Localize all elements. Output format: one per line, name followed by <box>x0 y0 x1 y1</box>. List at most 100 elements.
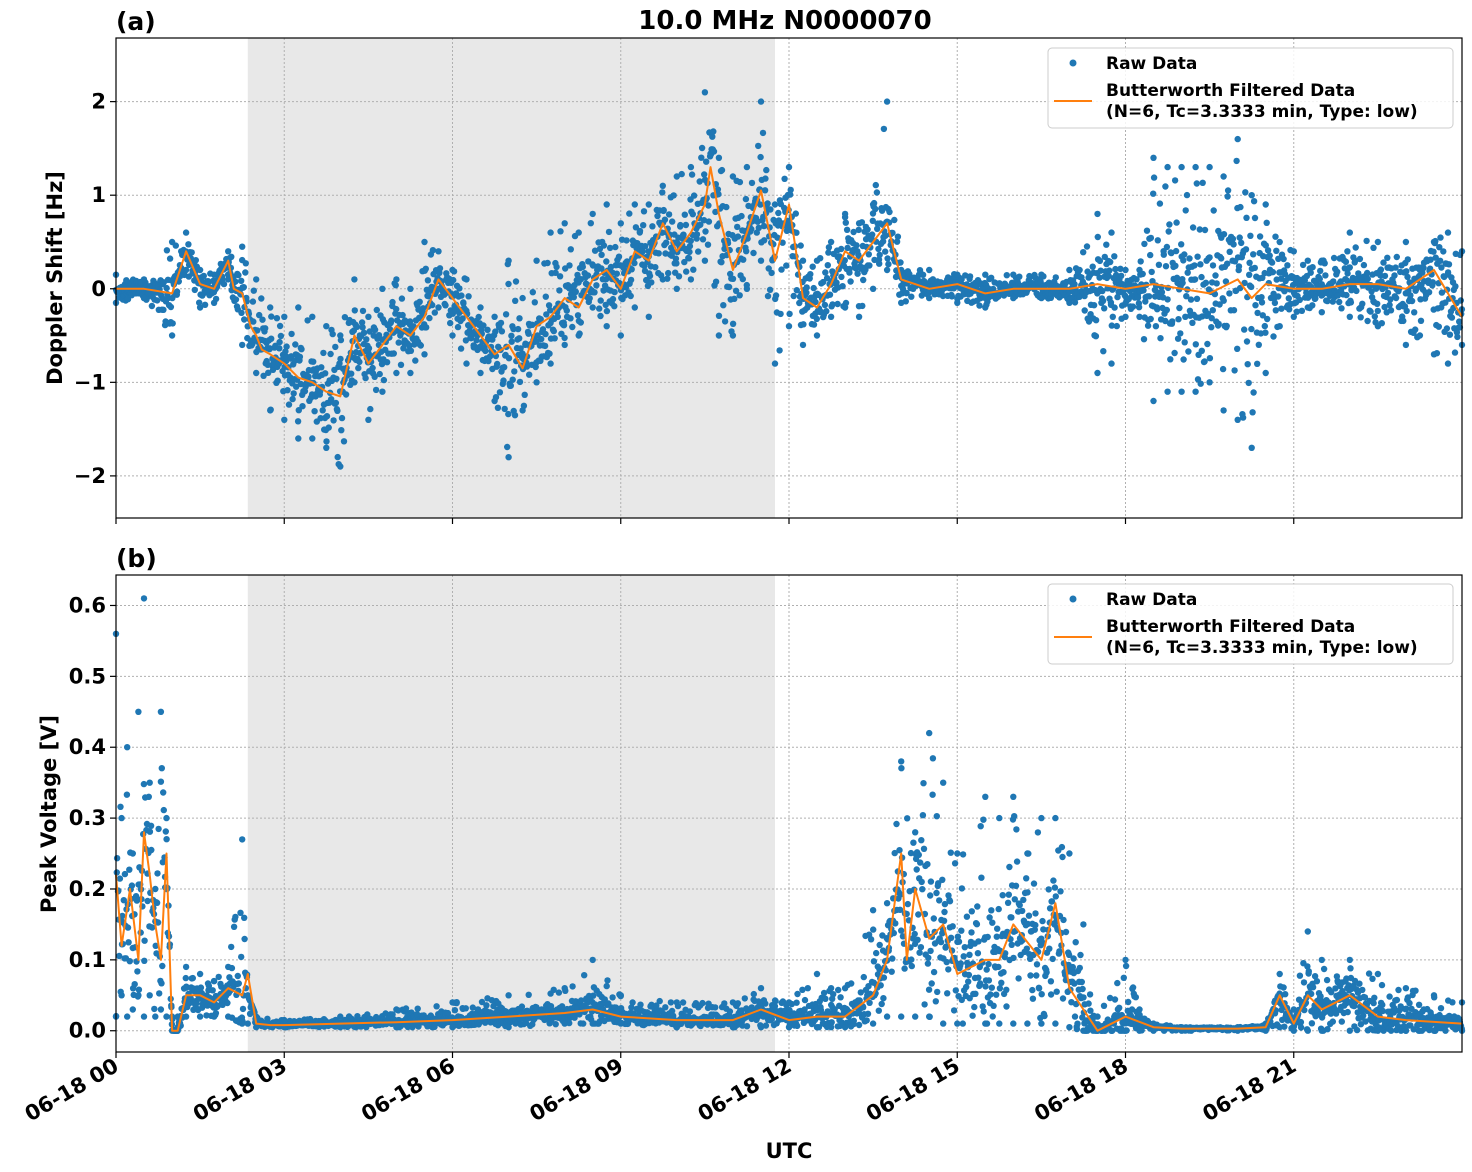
pb-raw-point <box>1004 899 1012 906</box>
pa-raw-point <box>337 355 344 363</box>
pb-raw-point <box>237 909 244 916</box>
pb-raw-point <box>867 936 875 943</box>
pb-raw-point <box>828 1019 835 1026</box>
pa-raw-point <box>1258 294 1265 301</box>
pa-raw-point <box>1193 295 1201 302</box>
pa-raw-point <box>205 279 212 286</box>
pa-raw-point <box>718 166 726 174</box>
pa-raw-point-min <box>603 323 610 330</box>
pa-raw-point <box>399 311 406 319</box>
pa-raw-point <box>988 274 995 281</box>
pa-raw-point <box>366 328 373 335</box>
pa-raw-point <box>299 403 306 410</box>
pb-raw-point <box>431 1023 438 1031</box>
pb-raw-point <box>950 1007 958 1014</box>
pa-raw-point-max <box>1416 266 1424 274</box>
pa-raw-point-min <box>673 285 680 292</box>
pa-raw-point <box>1164 296 1171 303</box>
pa-raw-point <box>1403 268 1410 275</box>
pa-raw-point <box>586 295 593 302</box>
pb-raw-point <box>569 983 576 990</box>
pb-raw-point <box>898 927 905 934</box>
pa-raw-point <box>1250 251 1257 258</box>
pa-raw-point <box>880 125 888 133</box>
pa-raw-point <box>359 307 367 315</box>
pa-raw-point <box>166 255 174 262</box>
pa-raw-point-min <box>505 454 512 461</box>
pb-raw-point <box>1032 921 1039 929</box>
pa-raw-point <box>757 153 764 161</box>
pa-raw-point <box>1208 315 1215 322</box>
pa-raw-point <box>310 358 317 365</box>
pa-raw-point <box>1080 249 1087 256</box>
pa-raw-point <box>1186 255 1193 262</box>
pa-raw-point <box>853 242 860 249</box>
pa-raw-point-min <box>743 285 751 292</box>
pa-raw-point <box>1208 324 1215 331</box>
pa-raw-point <box>753 229 760 236</box>
pa-raw-point <box>1343 291 1350 299</box>
pa-raw-point-min <box>1304 304 1312 311</box>
pb-raw-point <box>189 974 196 982</box>
pa-raw-point <box>885 261 892 268</box>
pb-raw-point <box>1003 986 1010 993</box>
pa-raw-point <box>734 223 741 231</box>
panel-a-raw-data-points <box>112 89 1466 470</box>
pa-raw-point <box>282 348 289 355</box>
pb-raw-point <box>1087 1007 1094 1014</box>
pa-raw-point <box>757 201 764 208</box>
pb-raw-point <box>1122 962 1130 970</box>
pb-raw-point <box>577 997 585 1004</box>
pa-raw-point <box>1437 234 1444 241</box>
pb-raw-point <box>960 953 967 960</box>
pa-raw-point-min <box>1150 397 1157 405</box>
pa-raw-point <box>690 192 698 199</box>
pa-raw-point-min <box>757 257 765 264</box>
pa-raw-point-min <box>1262 369 1269 377</box>
pa-raw-point <box>305 373 312 380</box>
pa-raw-point <box>738 212 745 220</box>
pa-raw-point <box>332 343 339 351</box>
pa-raw-point <box>398 295 406 302</box>
pa-raw-point <box>289 395 296 403</box>
pa-raw-point <box>1346 264 1354 271</box>
pa-raw-point <box>1336 298 1343 306</box>
pa-raw-point <box>492 328 499 335</box>
pa-raw-point <box>498 328 506 335</box>
pa-raw-point <box>1448 274 1455 281</box>
pa-raw-point <box>710 128 717 135</box>
pa-raw-point <box>1186 307 1194 314</box>
pb-raw-point <box>1074 1020 1081 1027</box>
pb-raw-point <box>148 846 155 854</box>
pa-raw-point <box>509 376 516 383</box>
pa-raw-point <box>686 248 693 256</box>
pb-raw-point <box>433 1003 440 1010</box>
pa-raw-point <box>1411 309 1418 316</box>
pb-raw-point <box>726 1008 734 1015</box>
pa-raw-point <box>1092 317 1100 324</box>
pb-raw-point <box>1022 875 1030 882</box>
pa-raw-point <box>1092 333 1100 340</box>
pa-raw-point <box>779 239 786 246</box>
pa-raw-point <box>1264 315 1271 323</box>
panel-a-legend-filtered-label: Butterworth Filtered Data (N=6, Tc=3.3333… <box>1106 81 1418 122</box>
pb-raw-point <box>215 973 222 981</box>
pa-raw-point <box>847 278 854 285</box>
pa-raw-point <box>739 275 746 283</box>
pa-raw-point-min <box>140 294 148 302</box>
pa-raw-point <box>1163 243 1171 251</box>
pa-raw-point <box>700 217 708 224</box>
pb-raw-point <box>145 793 152 800</box>
pa-raw-point <box>235 271 242 279</box>
pa-raw-point <box>1173 274 1181 281</box>
pa-raw-point <box>1246 259 1253 266</box>
pa-raw-point <box>1242 246 1250 253</box>
pa-raw-point <box>1197 380 1204 387</box>
pa-raw-point-max <box>869 201 877 208</box>
pa-raw-point <box>774 234 781 241</box>
pa-raw-point <box>1172 247 1180 255</box>
pa-raw-point <box>429 301 436 309</box>
pa-raw-point-max <box>477 304 484 311</box>
pa-raw-point <box>1160 251 1168 258</box>
pb-raw-point <box>628 1004 635 1011</box>
